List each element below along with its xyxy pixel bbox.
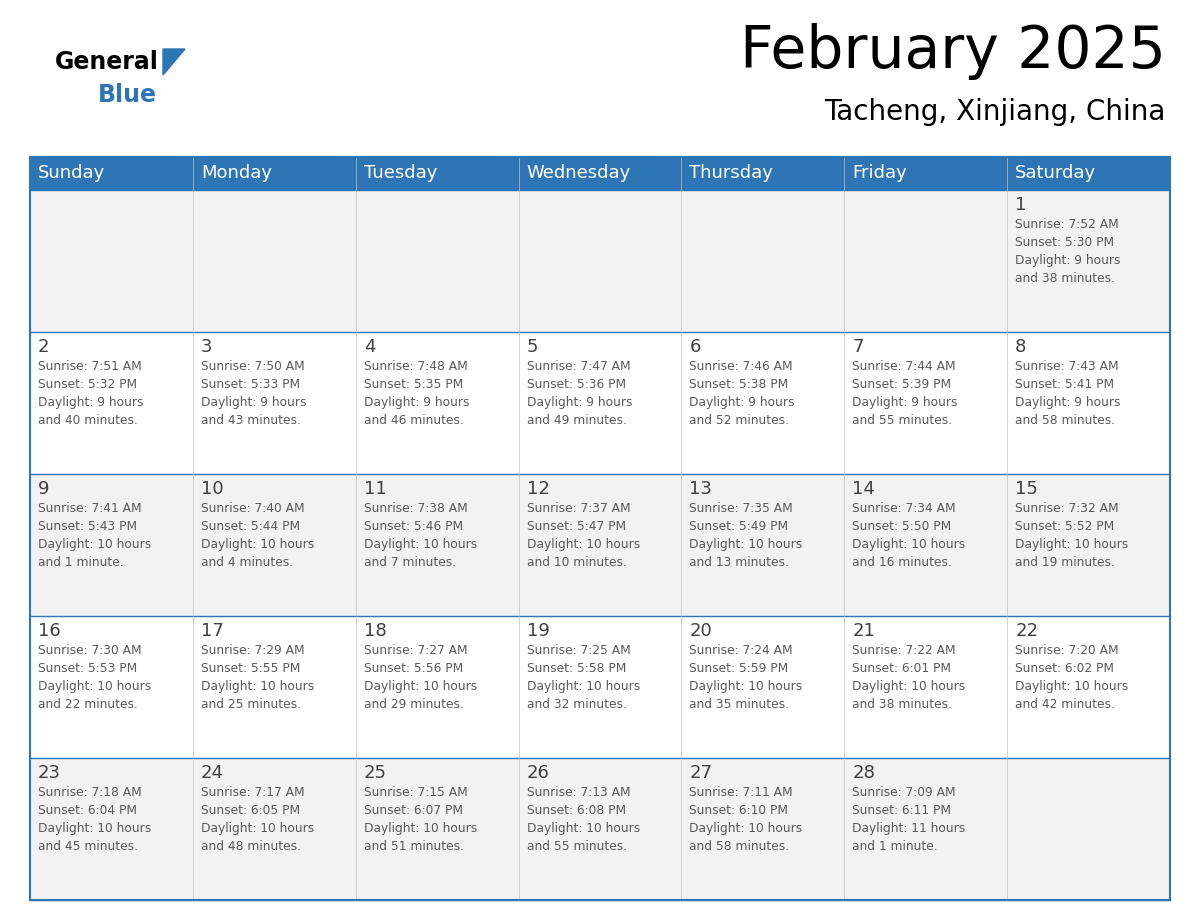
Text: 3: 3 [201, 338, 213, 356]
Text: Sunrise: 7:38 AM
Sunset: 5:46 PM
Daylight: 10 hours
and 7 minutes.: Sunrise: 7:38 AM Sunset: 5:46 PM Dayligh… [364, 502, 476, 569]
Text: 14: 14 [852, 480, 876, 498]
Text: 11: 11 [364, 480, 386, 498]
Text: Sunrise: 7:13 AM
Sunset: 6:08 PM
Daylight: 10 hours
and 55 minutes.: Sunrise: 7:13 AM Sunset: 6:08 PM Dayligh… [526, 786, 640, 853]
Text: General: General [55, 50, 159, 74]
Text: Thursday: Thursday [689, 164, 773, 183]
Text: Sunrise: 7:37 AM
Sunset: 5:47 PM
Daylight: 10 hours
and 10 minutes.: Sunrise: 7:37 AM Sunset: 5:47 PM Dayligh… [526, 502, 640, 569]
Text: Sunrise: 7:22 AM
Sunset: 6:01 PM
Daylight: 10 hours
and 38 minutes.: Sunrise: 7:22 AM Sunset: 6:01 PM Dayligh… [852, 644, 966, 711]
Text: 17: 17 [201, 622, 223, 640]
Polygon shape [163, 49, 185, 75]
Text: 15: 15 [1015, 480, 1038, 498]
Text: 26: 26 [526, 764, 549, 782]
Text: Sunrise: 7:29 AM
Sunset: 5:55 PM
Daylight: 10 hours
and 25 minutes.: Sunrise: 7:29 AM Sunset: 5:55 PM Dayligh… [201, 644, 314, 711]
Text: Saturday: Saturday [1015, 164, 1097, 183]
Text: Sunrise: 7:47 AM
Sunset: 5:36 PM
Daylight: 9 hours
and 49 minutes.: Sunrise: 7:47 AM Sunset: 5:36 PM Dayligh… [526, 360, 632, 427]
Text: Sunrise: 7:15 AM
Sunset: 6:07 PM
Daylight: 10 hours
and 51 minutes.: Sunrise: 7:15 AM Sunset: 6:07 PM Dayligh… [364, 786, 476, 853]
Text: Sunrise: 7:11 AM
Sunset: 6:10 PM
Daylight: 10 hours
and 58 minutes.: Sunrise: 7:11 AM Sunset: 6:10 PM Dayligh… [689, 786, 803, 853]
Text: 22: 22 [1015, 622, 1038, 640]
Text: 19: 19 [526, 622, 549, 640]
Text: Monday: Monday [201, 164, 272, 183]
Text: 23: 23 [38, 764, 61, 782]
Text: 24: 24 [201, 764, 223, 782]
Text: Sunrise: 7:48 AM
Sunset: 5:35 PM
Daylight: 9 hours
and 46 minutes.: Sunrise: 7:48 AM Sunset: 5:35 PM Dayligh… [364, 360, 469, 427]
Text: Tuesday: Tuesday [364, 164, 437, 183]
Text: 18: 18 [364, 622, 386, 640]
Text: 1: 1 [1015, 196, 1026, 214]
Text: Sunrise: 7:41 AM
Sunset: 5:43 PM
Daylight: 10 hours
and 1 minute.: Sunrise: 7:41 AM Sunset: 5:43 PM Dayligh… [38, 502, 151, 569]
Bar [30, 474, 1170, 616]
Text: Sunrise: 7:43 AM
Sunset: 5:41 PM
Daylight: 9 hours
and 58 minutes.: Sunrise: 7:43 AM Sunset: 5:41 PM Dayligh… [1015, 360, 1120, 427]
Text: 28: 28 [852, 764, 876, 782]
Text: 27: 27 [689, 764, 713, 782]
Text: Friday: Friday [852, 164, 906, 183]
Bar [30, 758, 1170, 900]
Text: Sunrise: 7:40 AM
Sunset: 5:44 PM
Daylight: 10 hours
and 4 minutes.: Sunrise: 7:40 AM Sunset: 5:44 PM Dayligh… [201, 502, 314, 569]
Text: Blue: Blue [97, 83, 157, 107]
Text: Sunrise: 7:46 AM
Sunset: 5:38 PM
Daylight: 9 hours
and 52 minutes.: Sunrise: 7:46 AM Sunset: 5:38 PM Dayligh… [689, 360, 795, 427]
Text: 4: 4 [364, 338, 375, 356]
Text: 7: 7 [852, 338, 864, 356]
Text: Sunrise: 7:51 AM
Sunset: 5:32 PM
Daylight: 9 hours
and 40 minutes.: Sunrise: 7:51 AM Sunset: 5:32 PM Dayligh… [38, 360, 144, 427]
Text: Sunrise: 7:35 AM
Sunset: 5:49 PM
Daylight: 10 hours
and 13 minutes.: Sunrise: 7:35 AM Sunset: 5:49 PM Dayligh… [689, 502, 803, 569]
Text: 20: 20 [689, 622, 712, 640]
Text: 13: 13 [689, 480, 713, 498]
Text: Sunrise: 7:20 AM
Sunset: 6:02 PM
Daylight: 10 hours
and 42 minutes.: Sunrise: 7:20 AM Sunset: 6:02 PM Dayligh… [1015, 644, 1129, 711]
Text: 21: 21 [852, 622, 876, 640]
Text: 6: 6 [689, 338, 701, 356]
Text: Sunrise: 7:27 AM
Sunset: 5:56 PM
Daylight: 10 hours
and 29 minutes.: Sunrise: 7:27 AM Sunset: 5:56 PM Dayligh… [364, 644, 476, 711]
Text: 5: 5 [526, 338, 538, 356]
Text: Wednesday: Wednesday [526, 164, 631, 183]
Text: 10: 10 [201, 480, 223, 498]
Text: Sunrise: 7:25 AM
Sunset: 5:58 PM
Daylight: 10 hours
and 32 minutes.: Sunrise: 7:25 AM Sunset: 5:58 PM Dayligh… [526, 644, 640, 711]
Bar [30, 616, 1170, 758]
Text: 12: 12 [526, 480, 549, 498]
Text: Sunrise: 7:17 AM
Sunset: 6:05 PM
Daylight: 10 hours
and 48 minutes.: Sunrise: 7:17 AM Sunset: 6:05 PM Dayligh… [201, 786, 314, 853]
Text: Sunrise: 7:34 AM
Sunset: 5:50 PM
Daylight: 10 hours
and 16 minutes.: Sunrise: 7:34 AM Sunset: 5:50 PM Dayligh… [852, 502, 966, 569]
Text: Sunrise: 7:52 AM
Sunset: 5:30 PM
Daylight: 9 hours
and 38 minutes.: Sunrise: 7:52 AM Sunset: 5:30 PM Dayligh… [1015, 218, 1120, 285]
Bar [30, 157, 1170, 900]
Text: Sunday: Sunday [38, 164, 106, 183]
Text: Sunrise: 7:24 AM
Sunset: 5:59 PM
Daylight: 10 hours
and 35 minutes.: Sunrise: 7:24 AM Sunset: 5:59 PM Dayligh… [689, 644, 803, 711]
Bar [30, 157, 1170, 190]
Text: 16: 16 [38, 622, 61, 640]
Text: 8: 8 [1015, 338, 1026, 356]
Text: Sunrise: 7:09 AM
Sunset: 6:11 PM
Daylight: 11 hours
and 1 minute.: Sunrise: 7:09 AM Sunset: 6:11 PM Dayligh… [852, 786, 966, 853]
Text: Tacheng, Xinjiang, China: Tacheng, Xinjiang, China [824, 98, 1165, 126]
Text: 9: 9 [38, 480, 50, 498]
Text: 25: 25 [364, 764, 387, 782]
Text: February 2025: February 2025 [740, 24, 1165, 81]
Bar [30, 190, 1170, 332]
Bar [30, 332, 1170, 474]
Text: 2: 2 [38, 338, 50, 356]
Text: Sunrise: 7:30 AM
Sunset: 5:53 PM
Daylight: 10 hours
and 22 minutes.: Sunrise: 7:30 AM Sunset: 5:53 PM Dayligh… [38, 644, 151, 711]
Text: Sunrise: 7:50 AM
Sunset: 5:33 PM
Daylight: 9 hours
and 43 minutes.: Sunrise: 7:50 AM Sunset: 5:33 PM Dayligh… [201, 360, 307, 427]
Text: Sunrise: 7:32 AM
Sunset: 5:52 PM
Daylight: 10 hours
and 19 minutes.: Sunrise: 7:32 AM Sunset: 5:52 PM Dayligh… [1015, 502, 1129, 569]
Text: Sunrise: 7:44 AM
Sunset: 5:39 PM
Daylight: 9 hours
and 55 minutes.: Sunrise: 7:44 AM Sunset: 5:39 PM Dayligh… [852, 360, 958, 427]
Text: Sunrise: 7:18 AM
Sunset: 6:04 PM
Daylight: 10 hours
and 45 minutes.: Sunrise: 7:18 AM Sunset: 6:04 PM Dayligh… [38, 786, 151, 853]
